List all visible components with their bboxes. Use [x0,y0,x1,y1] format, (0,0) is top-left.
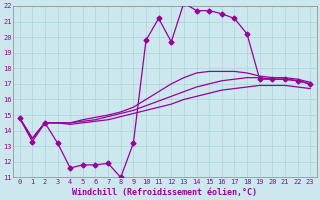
X-axis label: Windchill (Refroidissement éolien,°C): Windchill (Refroidissement éolien,°C) [72,188,258,197]
